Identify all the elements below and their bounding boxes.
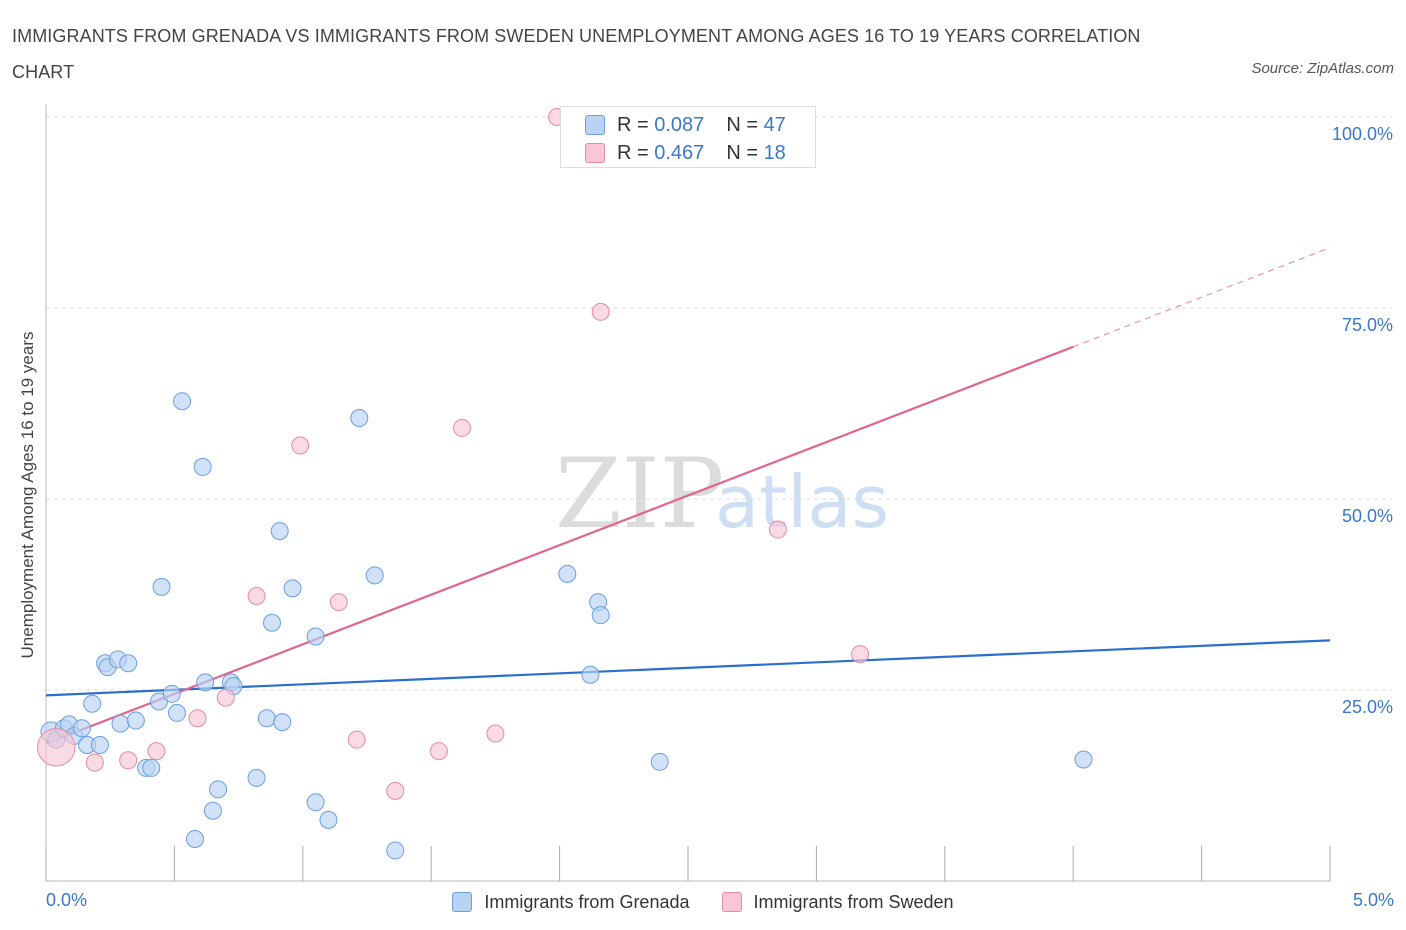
n-label: N = xyxy=(726,141,758,164)
legend-item-sweden[interactable]: Immigrants from Sweden xyxy=(721,891,954,913)
grenada-point xyxy=(196,673,215,692)
grenada-point xyxy=(162,684,181,703)
r-value: 0.087 xyxy=(654,113,705,136)
series-legend: Immigrants from Grenada Immigrants from … xyxy=(0,888,1406,916)
sweden-point xyxy=(216,688,235,707)
grenada-point xyxy=(365,566,384,585)
r-value: 0.467 xyxy=(654,141,705,164)
grenada-point xyxy=(126,711,145,730)
grenada-point xyxy=(273,713,292,732)
n-value: 18 xyxy=(763,141,786,164)
sweden-swatch xyxy=(585,143,605,163)
sweden-point xyxy=(386,781,405,800)
r-label: R = xyxy=(617,113,649,136)
source-label: Source: ZipAtlas.com xyxy=(1251,60,1394,77)
y-tick-label: 75.0% xyxy=(1342,315,1393,335)
grenada-point xyxy=(386,841,405,860)
watermark-zip: ZIP xyxy=(555,438,724,550)
sweden-point xyxy=(453,418,472,437)
legend-item-grenada[interactable]: Immigrants from Grenada xyxy=(452,891,690,913)
grenada-point xyxy=(1074,750,1093,769)
trend-lines xyxy=(45,247,1331,745)
sweden-point xyxy=(37,728,76,767)
sweden-point xyxy=(329,593,348,612)
sweden-point xyxy=(486,724,505,743)
grenada-point xyxy=(350,409,369,428)
r-label: R = xyxy=(617,141,649,164)
n-value: 47 xyxy=(763,113,786,136)
grenada-point xyxy=(306,793,325,812)
grenada-point xyxy=(650,752,669,771)
y-tick-label: 25.0% xyxy=(1342,697,1393,717)
grenada-point xyxy=(306,627,325,646)
sweden-point xyxy=(429,742,448,761)
n-label: N = xyxy=(726,113,758,136)
grenada-point xyxy=(262,613,281,632)
trend-line-extension-sweden xyxy=(1072,247,1331,348)
legend-row-sweden: R = 0.467 N = 18 xyxy=(585,140,786,166)
sweden-point xyxy=(591,302,610,321)
sweden-swatch xyxy=(721,892,742,912)
grenada-point xyxy=(247,768,266,787)
grenada-point xyxy=(90,736,109,755)
sweden-point xyxy=(768,520,787,539)
y-tick-labels: 25.0% 50.0% 75.0% 100.0% xyxy=(1332,124,1393,717)
grenada-point xyxy=(591,606,610,625)
correlation-legend: R = 0.087 N = 47 R = 0.467 N = 18 xyxy=(560,106,816,168)
sweden-point xyxy=(85,753,104,772)
grenada-point xyxy=(319,810,338,829)
grid-lines xyxy=(46,116,1392,691)
grenada-point xyxy=(257,709,276,728)
sweden-point xyxy=(347,730,366,749)
sweden-point xyxy=(291,436,310,455)
grenada-point xyxy=(72,719,91,738)
grenada-point xyxy=(209,780,228,799)
legend-row-grenada: R = 0.087 N = 47 xyxy=(585,112,786,138)
grenada-point xyxy=(185,829,204,848)
x-tick-max: 5.0% xyxy=(1352,890,1394,910)
grenada-point xyxy=(270,522,289,541)
grenada-point xyxy=(142,758,161,777)
grenada-point xyxy=(193,457,212,476)
grenada-point xyxy=(203,801,222,820)
grenada-point xyxy=(173,392,192,411)
data-points xyxy=(37,108,1093,860)
grenada-point xyxy=(167,703,186,722)
sweden-point xyxy=(247,587,266,606)
watermark-atlas: atlas xyxy=(715,460,889,544)
grenada-point xyxy=(119,654,138,673)
grenada-point xyxy=(111,714,130,733)
grenada-swatch xyxy=(585,115,605,135)
legend-label-grenada: Immigrants from Grenada xyxy=(484,891,690,912)
legend-label-sweden: Immigrants from Sweden xyxy=(753,891,954,912)
sweden-point xyxy=(119,751,138,770)
grenada-point xyxy=(283,579,302,598)
y-tick-label: 50.0% xyxy=(1342,506,1393,526)
sweden-point xyxy=(188,709,207,728)
sweden-point xyxy=(147,742,166,761)
trend-line-grenada xyxy=(45,639,1331,697)
grenada-swatch xyxy=(452,892,473,912)
grenada-point xyxy=(83,694,102,713)
y-tick-label: 100.0% xyxy=(1332,124,1393,144)
grenada-point xyxy=(152,577,171,596)
x-tick-min: 0.0% xyxy=(46,890,88,910)
y-axis-label: Unemployment Among Ages 16 to 19 years xyxy=(18,331,37,659)
grenada-point xyxy=(558,564,577,583)
chart-title: IMMIGRANTS FROM GRENADA VS IMMIGRANTS FR… xyxy=(12,26,1141,82)
grenada-point xyxy=(581,665,600,684)
trend-line-sweden xyxy=(45,345,1074,745)
sweden-point xyxy=(851,645,870,664)
